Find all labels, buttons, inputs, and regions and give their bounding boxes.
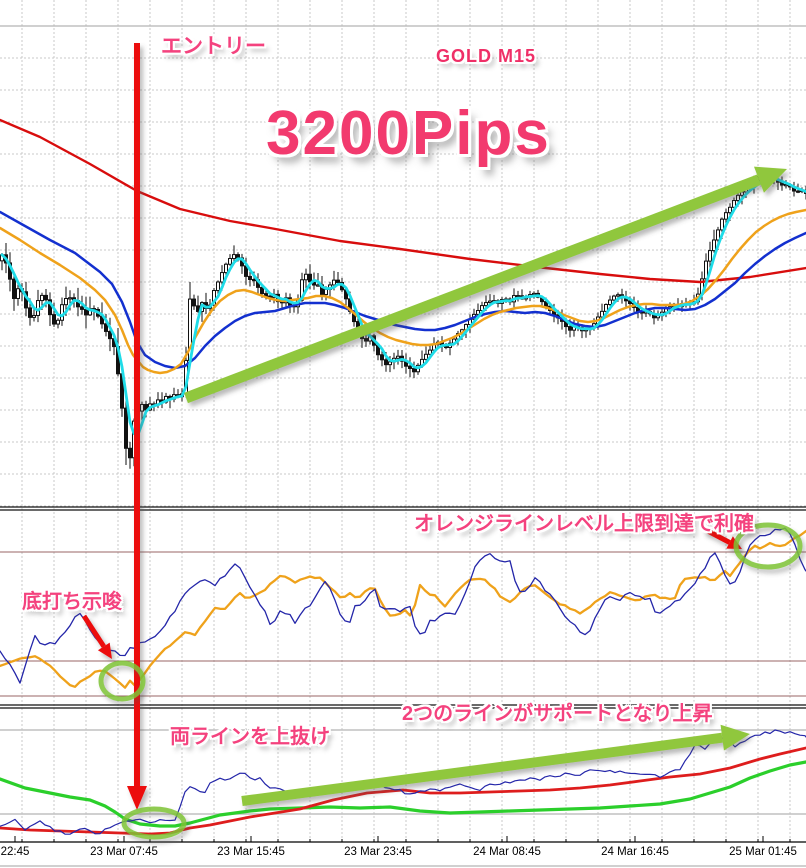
grid — [0, 0, 806, 842]
time-label: 23 Mar 07:45 — [90, 846, 158, 858]
pips-gain-label: 3200Pips — [266, 99, 551, 168]
bottom-signal-circle — [98, 660, 146, 702]
moving-averages — [0, 118, 806, 436]
time-label: 22:45 — [0, 846, 30, 858]
time-label: 25 Mar 01:45 — [729, 846, 797, 858]
annotation-arrows — [81, 43, 787, 810]
entry-annotation: エントリー — [161, 35, 266, 58]
take-profit-annotation: オレンジラインレベル上限到達で利確 — [414, 513, 754, 535]
trend-arrow — [184, 166, 787, 404]
time-label: 24 Mar 16:45 — [601, 846, 669, 858]
bottom-signal-arrow — [81, 614, 112, 659]
breakout-annotation: 両ラインを上抜け — [170, 726, 330, 748]
time-axis — [0, 836, 806, 867]
time-label: 23 Mar 23:45 — [344, 846, 412, 858]
support-rise-annotation: 2つのラインがサポートとなり上昇 — [402, 703, 713, 725]
take-profit-circle — [733, 522, 803, 570]
symbol-timeframe-label: GOLD M15 — [436, 46, 537, 66]
annotation-circles — [98, 522, 803, 840]
support-arrow — [241, 724, 750, 806]
entry-arrow — [127, 43, 147, 810]
time-label: 24 Mar 08:45 — [473, 846, 541, 858]
bottoming-signal-annotation: 底打ち示唆 — [22, 591, 122, 613]
time-label: 23 Mar 15:45 — [217, 846, 285, 858]
breakout-circle — [121, 806, 187, 840]
oscillator-panel-2 — [0, 729, 806, 836]
